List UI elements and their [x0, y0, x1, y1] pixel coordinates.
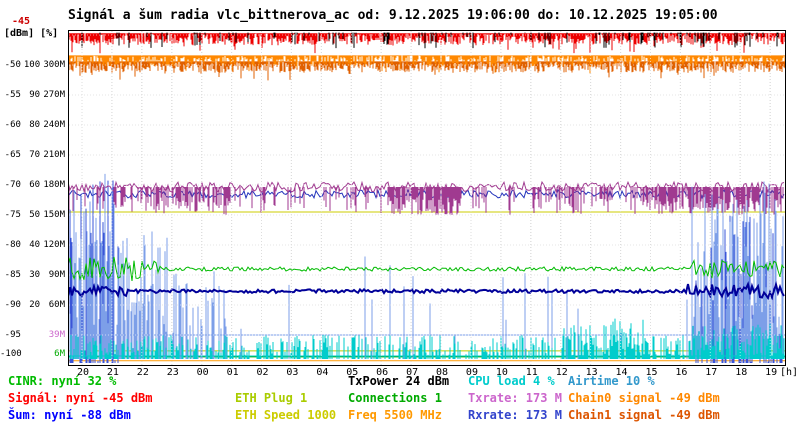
y-axis-dbm-label: -85: [4, 270, 21, 280]
hour-label: 17: [705, 367, 718, 378]
y-axis-pct-label: 80: [29, 120, 41, 130]
y-axis-rate-label: 180M: [43, 180, 65, 190]
legend-item: Freq 5500 MHz: [348, 408, 442, 422]
y-axis-rate-label: 60M: [48, 300, 65, 310]
hour-label: 03: [286, 367, 299, 378]
legend-item: Txrate: 173 M: [468, 391, 562, 405]
legend-item: CPU load 4 %: [468, 374, 555, 388]
y-axis-rate-label: 39M: [48, 330, 65, 340]
y-axis-rate-label: 270M: [43, 90, 65, 100]
hour-label: 01: [226, 367, 239, 378]
y-axis-row: -80 40 120M: [0, 240, 65, 250]
y-axis-dbm-label: -90: [4, 300, 21, 310]
y-axis-row: -100 6M: [0, 349, 65, 359]
y-axis-row: -70 60 180M: [0, 180, 65, 190]
y-axis-unit-header: [dBm] [%]: [4, 28, 59, 39]
legend-item: ETH Speed 1000: [235, 408, 337, 422]
y-axis-row: -85 30 90M: [0, 270, 65, 280]
y-axis-pct-label: 60: [29, 180, 41, 190]
legend-item: Airtime 10 %: [568, 374, 655, 388]
y-axis-dbm-label: -80: [4, 240, 21, 250]
hour-label: 02: [256, 367, 269, 378]
y-axis-pct-label: [25, 349, 41, 359]
x-axis-unit: [h]: [780, 367, 799, 378]
hour-label: 18: [735, 367, 748, 378]
y-axis-pct-label: 40: [29, 240, 41, 250]
hour-label: 07: [406, 367, 419, 378]
hour-label: 23: [166, 367, 179, 378]
hour-label: 15: [645, 367, 658, 378]
y-axis-rate-label: 240M: [43, 120, 65, 130]
hour-label: 22: [136, 367, 149, 378]
y-axis-row: -65 70 210M: [0, 150, 65, 160]
y-axis-dbm-label: -100: [0, 349, 22, 359]
hour-label: 11: [525, 367, 538, 378]
y-axis-pct-label: 30: [29, 270, 41, 280]
chart-title: Signál a šum radia vlc_bittnerova_ac od:…: [68, 8, 718, 23]
hour-label: 00: [196, 367, 209, 378]
y-axis-dbm-label: -65: [4, 150, 21, 160]
hour-label: 12: [555, 367, 568, 378]
y-axis-rate-label: 90M: [48, 270, 65, 280]
y-axis-dbm-label: -75: [4, 210, 21, 220]
y-axis-rate-label: 300M: [43, 60, 65, 70]
y-axis-dbm-label: -60: [4, 120, 21, 130]
hour-label: 06: [376, 367, 389, 378]
hour-label: 16: [675, 367, 688, 378]
y-axis-row: -55 90 270M: [0, 90, 65, 100]
hour-label: 08: [436, 367, 449, 378]
y-axis-pct-label: 70: [29, 150, 41, 160]
legend-item: Chain0 signal -49 dBm: [568, 391, 720, 405]
hour-label: 19: [765, 367, 778, 378]
y-axis-dbm-label: -50: [4, 60, 21, 70]
legend-item: Rxrate: 173 M: [468, 408, 562, 422]
hour-label: 21: [106, 367, 119, 378]
hour-label: 20: [76, 367, 90, 378]
y-axis-top-label: -45: [12, 16, 31, 27]
legend-item: Signál: nyní -45 dBm: [8, 391, 153, 405]
y-axis-pct-label: 20: [29, 300, 41, 310]
y-axis-rate-label: 210M: [43, 150, 65, 160]
y-axis-row: -50 100 300M: [0, 60, 65, 70]
hour-label: 13: [585, 367, 598, 378]
hour-label: 10: [495, 367, 508, 378]
y-axis-pct-label: 50: [29, 210, 41, 220]
y-axis-row: -90 20 60M: [0, 300, 65, 310]
y-axis-rate-label: 120M: [43, 240, 65, 250]
hour-label: 04: [316, 367, 329, 378]
y-axis-pct-label: 100: [23, 60, 41, 70]
hour-label: 14: [615, 367, 628, 378]
y-axis-pct-label: [24, 330, 40, 340]
y-axis-dbm-label: -70: [4, 180, 21, 190]
y-axis-dbm-label: -95: [4, 330, 21, 340]
legend-item: Connections 1: [348, 391, 442, 405]
legend-item: Chain1 signal -49 dBm: [568, 408, 720, 422]
legend-item: TxPower 24 dBm: [348, 374, 450, 388]
y-axis-row: -95 39M: [0, 330, 65, 340]
hour-label: 05: [346, 367, 359, 378]
y-axis-rate-label: 6M: [54, 349, 65, 359]
hour-label: 09: [465, 367, 478, 378]
y-axis-rate-label: 150M: [43, 210, 65, 220]
legend-item: CINR: nyní 32 %: [8, 374, 117, 388]
legend-item: Šum: nyní -88 dBm: [8, 408, 131, 422]
y-axis-dbm-label: -55: [4, 90, 21, 100]
y-axis-pct-label: 90: [29, 90, 41, 100]
chart-plot-area: [68, 30, 786, 366]
y-axis-row: -60 80 240M: [0, 120, 65, 130]
y-axis-row: -75 50 150M: [0, 210, 65, 220]
legend-item: ETH Plug 1: [235, 391, 308, 405]
